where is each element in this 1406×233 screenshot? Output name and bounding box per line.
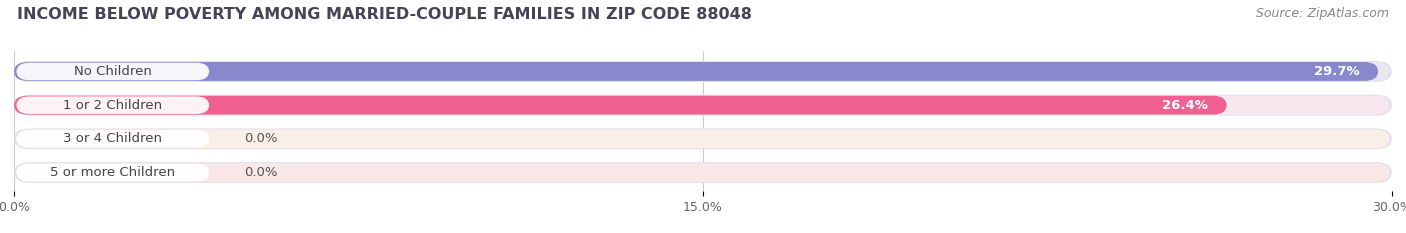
Text: 29.7%: 29.7% [1315,65,1360,78]
Text: 26.4%: 26.4% [1163,99,1208,112]
FancyBboxPatch shape [14,162,1392,183]
FancyBboxPatch shape [17,63,209,80]
FancyBboxPatch shape [17,62,1389,81]
FancyBboxPatch shape [17,164,209,181]
FancyBboxPatch shape [17,96,209,114]
FancyBboxPatch shape [14,95,1392,116]
Text: 0.0%: 0.0% [243,132,277,145]
Text: No Children: No Children [75,65,152,78]
Text: 3 or 4 Children: 3 or 4 Children [63,132,162,145]
FancyBboxPatch shape [17,130,209,147]
FancyBboxPatch shape [14,62,1378,81]
FancyBboxPatch shape [17,163,1389,182]
Text: 5 or more Children: 5 or more Children [51,166,176,179]
FancyBboxPatch shape [17,96,1389,115]
Text: INCOME BELOW POVERTY AMONG MARRIED-COUPLE FAMILIES IN ZIP CODE 88048: INCOME BELOW POVERTY AMONG MARRIED-COUPL… [17,7,752,22]
Text: 0.0%: 0.0% [243,166,277,179]
FancyBboxPatch shape [14,96,1226,115]
FancyBboxPatch shape [14,61,1392,82]
FancyBboxPatch shape [14,128,1392,149]
FancyBboxPatch shape [17,129,1389,148]
Text: Source: ZipAtlas.com: Source: ZipAtlas.com [1256,7,1389,20]
Text: 1 or 2 Children: 1 or 2 Children [63,99,162,112]
